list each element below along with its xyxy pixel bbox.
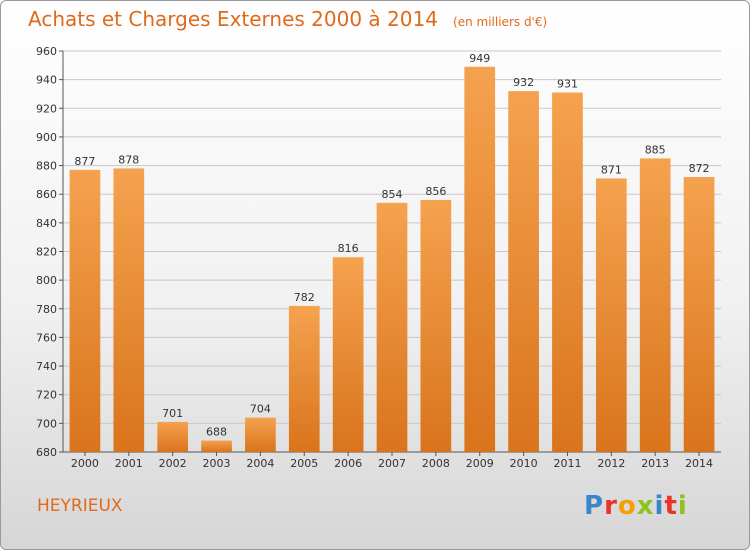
y-tick-label: 760 (36, 331, 57, 344)
logo-letter: t (664, 491, 678, 521)
x-tick-label: 2002 (159, 457, 187, 470)
x-tick-label: 2010 (510, 457, 538, 470)
bar-value-label: 782 (294, 291, 315, 304)
x-tick-label: 2001 (115, 457, 143, 470)
y-tick-label: 900 (36, 131, 57, 144)
bar-value-label: 885 (645, 143, 666, 156)
bar-value-label: 854 (382, 188, 403, 201)
y-tick-label: 720 (36, 389, 57, 402)
commune-name: HEYRIEUX (37, 496, 123, 516)
bar-value-label: 878 (118, 153, 139, 166)
logo-letter: i (654, 491, 665, 521)
title-row: Achats et Charges Externes 2000 à 2014 (… (28, 7, 547, 31)
bar (113, 168, 145, 452)
bar (288, 305, 320, 452)
bar-value-label: 704 (250, 403, 271, 416)
y-tick-label: 780 (36, 303, 57, 316)
bar-value-label: 949 (469, 52, 490, 65)
proxiti-logo[interactable]: Proxiti (584, 491, 688, 521)
chart-title: Achats et Charges Externes 2000 à 2014 (28, 7, 438, 31)
bar-value-label: 872 (689, 162, 710, 175)
bar (420, 199, 452, 452)
x-tick-label: 2009 (466, 457, 494, 470)
x-tick-label: 2004 (246, 457, 274, 470)
bar-value-label: 856 (425, 185, 446, 198)
bar (157, 421, 189, 452)
x-tick-label: 2008 (422, 457, 450, 470)
bar (683, 177, 715, 452)
bar (552, 92, 583, 453)
logo-letter: o (617, 491, 637, 521)
bar (376, 202, 408, 452)
bar-value-label: 931 (557, 78, 578, 91)
x-tick-label: 2000 (71, 457, 99, 470)
bar-value-label: 877 (74, 155, 95, 168)
y-tick-label: 740 (36, 360, 57, 373)
logo-letter: P (584, 491, 605, 521)
bar (201, 440, 232, 452)
bar-value-label: 701 (162, 407, 183, 420)
y-tick-label: 680 (36, 446, 57, 459)
x-tick-label: 2006 (334, 457, 362, 470)
x-tick-label: 2003 (203, 457, 231, 470)
y-tick-label: 960 (36, 45, 57, 58)
bar-value-label: 871 (601, 163, 622, 176)
logo-letter: r (604, 491, 618, 521)
bar (69, 169, 101, 452)
logo-letter: x (636, 491, 655, 521)
logo-letter: i (677, 491, 688, 521)
y-tick-label: 940 (36, 74, 57, 87)
bar (464, 66, 496, 452)
y-tick-label: 840 (36, 217, 57, 230)
y-tick-label: 880 (36, 160, 57, 173)
bar-value-label: 932 (513, 76, 534, 89)
x-tick-label: 2007 (378, 457, 406, 470)
bar (245, 417, 276, 452)
y-tick-label: 700 (36, 417, 57, 430)
x-tick-label: 2014 (685, 457, 713, 470)
bar (508, 91, 539, 452)
x-tick-label: 2005 (290, 457, 318, 470)
x-tick-label: 2013 (641, 457, 669, 470)
chart-subtitle: (en milliers d'€) (453, 15, 548, 29)
bar (332, 257, 364, 452)
bar-value-label: 816 (338, 242, 359, 255)
y-tick-label: 860 (36, 188, 57, 201)
y-tick-label: 820 (36, 246, 57, 259)
x-tick-label: 2011 (553, 457, 581, 470)
bar (595, 178, 627, 453)
x-tick-label: 2012 (597, 457, 625, 470)
y-tick-label: 920 (36, 102, 57, 115)
bar-value-label: 688 (206, 426, 227, 439)
y-tick-label: 800 (36, 274, 57, 287)
bar (639, 158, 671, 453)
